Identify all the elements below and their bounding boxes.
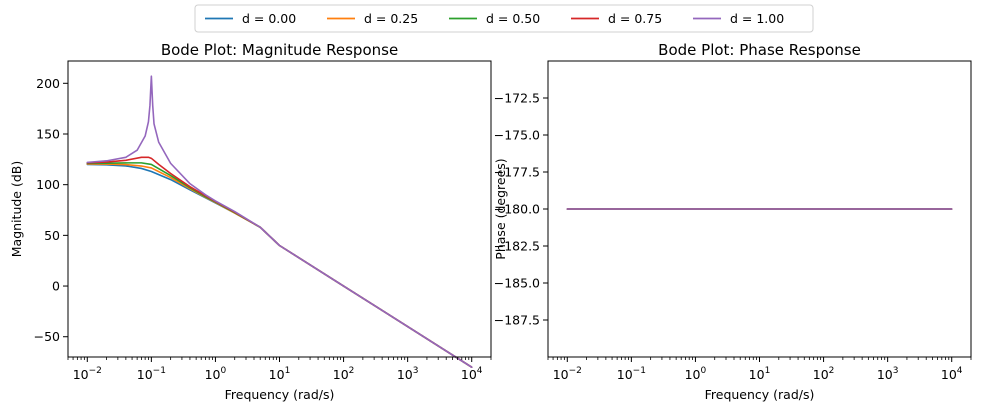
magnitude-axes-frame [67, 60, 492, 358]
magnitude-y-axis-label: Magnitude (dB) [9, 161, 24, 257]
magnitude-y-tick-label-1: −50 [34, 329, 60, 344]
magnitude-x-tick-label-4-text: 101 [269, 366, 291, 382]
magnitude-x-tick-label-1: 10−2 [73, 366, 102, 382]
magnitude-x-tick-label-3: 100 [205, 366, 227, 382]
phase-x-tick-label-7: 104 [941, 366, 963, 382]
phase-x-tick-label-6: 103 [877, 366, 899, 382]
phase-x-tick-label-7-text: 104 [941, 366, 963, 382]
phase-y-tick-label-3: −182.5 [494, 239, 540, 254]
legend-label-4: d = 0.75 [608, 11, 662, 26]
phase-x-tick-label-4-text: 101 [749, 366, 771, 382]
phase-x-tick-label-1: 10−2 [553, 366, 582, 382]
phase-x-tick-label-5: 102 [813, 366, 835, 382]
legend-label-2: d = 0.25 [364, 11, 418, 26]
magnitude-chart-title: Bode Plot: Magnitude Response [161, 41, 398, 59]
phase-x-tick-label-6-text: 103 [877, 366, 899, 382]
phase-x-axis-label: Frequency (rad/s) [705, 387, 815, 402]
legend-label-1: d = 0.00 [242, 11, 296, 26]
magnitude-x-tick-label-7: 104 [461, 366, 483, 382]
magnitude-y-tick-label-3: 50 [44, 228, 60, 243]
legend-item-1: d = 0.00 [205, 11, 296, 26]
magnitude-x-tick-label-6-text: 103 [397, 366, 419, 382]
phase-x-tick-label-1-text: 10−2 [553, 366, 582, 382]
phase-y-tick-label-4: −180.0 [494, 202, 540, 217]
phase-x-tick-label-5-text: 102 [813, 366, 835, 382]
magnitude-x-tick-label-7-text: 104 [461, 366, 483, 382]
legend-frame [194, 4, 814, 33]
magnitude-series-line-4 [86, 156, 473, 368]
legend-item-3: d = 0.50 [449, 11, 540, 26]
magnitude-x-tick-label-2-text: 10−1 [137, 366, 166, 382]
magnitude-series-line-2 [86, 163, 473, 368]
magnitude-x-tick-label-1-text: 10−2 [73, 366, 102, 382]
phase-chart: 10−2 10−1 100 101 102 103 104 −187.5 −185.0 −182.… [493, 41, 972, 402]
magnitude-chart: 10−2 10−1 100 101 102 103 104 −50 0 50 100 150 200 Bo… [9, 41, 492, 402]
magnitude-x-tick-label-2: 10−1 [137, 366, 166, 382]
magnitude-series-line-1 [86, 163, 473, 368]
magnitude-series-line-5 [86, 75, 473, 368]
legend: d = 0.00 d = 0.25 d = 0.50 d = 0.75 d = 1.00 [194, 4, 814, 33]
legend-label-3: d = 0.50 [486, 11, 540, 26]
magnitude-x-tick-label-4: 101 [269, 366, 291, 382]
phase-y-tick-label-2: −185.0 [494, 276, 540, 291]
magnitude-x-axis-label: Frequency (rad/s) [225, 387, 335, 402]
phase-chart-title: Bode Plot: Phase Response [658, 41, 861, 59]
magnitude-x-tick-label-6: 103 [397, 366, 419, 382]
magnitude-x-tick-label-3-text: 100 [205, 366, 227, 382]
phase-x-tick-label-4: 101 [749, 366, 771, 382]
phase-x-tick-label-3-text: 100 [685, 366, 707, 382]
magnitude-x-tick-label-5-text: 102 [333, 366, 355, 382]
legend-item-2: d = 0.25 [327, 11, 418, 26]
phase-x-tick-label-3: 100 [685, 366, 707, 382]
legend-item-4: d = 0.75 [571, 11, 662, 26]
legend-item-5: d = 1.00 [693, 11, 784, 26]
phase-x-tick-label-2-text: 10−1 [617, 366, 646, 382]
magnitude-y-tick-label-2: 0 [52, 279, 60, 294]
phase-y-axis-label: Phase (degrees) [493, 158, 508, 259]
phase-y-tick-label-6: −175.0 [494, 128, 540, 143]
phase-x-tick-label-2: 10−1 [617, 366, 646, 382]
magnitude-y-tick-label-4: 100 [36, 177, 60, 192]
magnitude-series-line-3 [86, 162, 473, 368]
magnitude-x-tick-label-5: 102 [333, 366, 355, 382]
magnitude-plot-area [86, 75, 473, 368]
legend-label-5: d = 1.00 [730, 11, 784, 26]
magnitude-y-tick-label-5: 150 [36, 126, 60, 141]
phase-y-tick-label-5: −177.5 [494, 165, 540, 180]
phase-y-tick-label-7: −172.5 [494, 91, 540, 106]
phase-y-tick-label-1: −187.5 [494, 313, 540, 328]
magnitude-y-tick-label-6: 200 [36, 76, 60, 91]
